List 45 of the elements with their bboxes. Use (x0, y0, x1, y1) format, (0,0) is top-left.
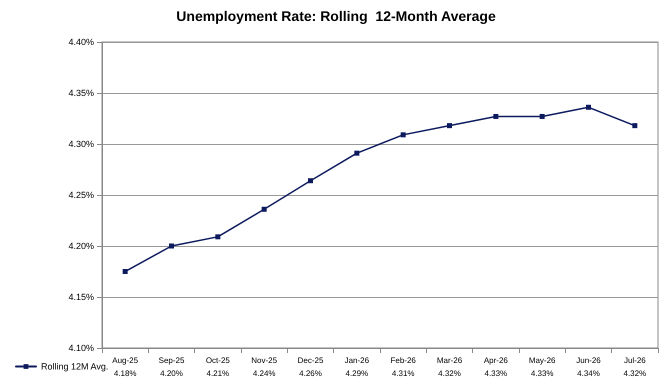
y-tick-label: 4.10% (68, 343, 94, 353)
y-tick-label: 4.35% (68, 88, 94, 98)
legend-label: Rolling 12M Avg. (41, 362, 108, 372)
data-label: 4.33% (530, 369, 554, 378)
y-tick-label: 4.40% (68, 37, 94, 47)
y-tick-label: 4.30% (68, 139, 94, 149)
data-label: 4.20% (160, 369, 183, 378)
data-label: 4.26% (299, 369, 322, 378)
x-tick-label: May-26 (528, 356, 556, 365)
y-tick-label: 4.20% (68, 241, 94, 251)
data-label: 4.18% (114, 369, 137, 378)
x-tick-label: Aug-25 (112, 356, 139, 365)
data-label: 4.31% (392, 369, 415, 378)
point (586, 104, 591, 110)
point (400, 132, 406, 138)
data-label: 4.29% (345, 369, 368, 378)
x-tick-label: Mar-26 (436, 356, 463, 365)
x-tick-label: Sep-25 (158, 356, 185, 365)
x-tick-label: Feb-26 (390, 356, 416, 365)
x-tick-label: Nov-25 (251, 356, 278, 365)
x-tick-label: Jun-26 (576, 356, 602, 365)
x-tick-label: Jul-26 (624, 356, 646, 365)
data-label: 4.34% (577, 369, 600, 378)
point (540, 114, 545, 119)
x-tick-label: Jan-26 (344, 356, 370, 365)
x-tick-label: Dec-25 (298, 356, 324, 365)
data-label: 4.21% (206, 369, 230, 378)
point (122, 269, 128, 274)
point (632, 123, 638, 128)
point (447, 123, 452, 128)
point (215, 234, 220, 240)
point (262, 206, 267, 212)
data-label: 4.33% (484, 369, 508, 378)
chart-title: Unemployment Rate: Rolling 12-Month Average (176, 8, 496, 24)
data-label: 4.32% (623, 369, 646, 378)
x-tick-label: Apr-26 (484, 356, 508, 365)
y-tick-label: 4.15% (68, 292, 94, 302)
point (169, 244, 174, 248)
y-tick-label: 4.25% (68, 190, 94, 200)
point (493, 114, 498, 119)
point (308, 178, 313, 184)
x-tick-label: Oct-25 (206, 356, 230, 365)
data-label: 4.32% (438, 369, 461, 378)
point (354, 150, 360, 156)
data-label: 4.24% (252, 369, 276, 378)
